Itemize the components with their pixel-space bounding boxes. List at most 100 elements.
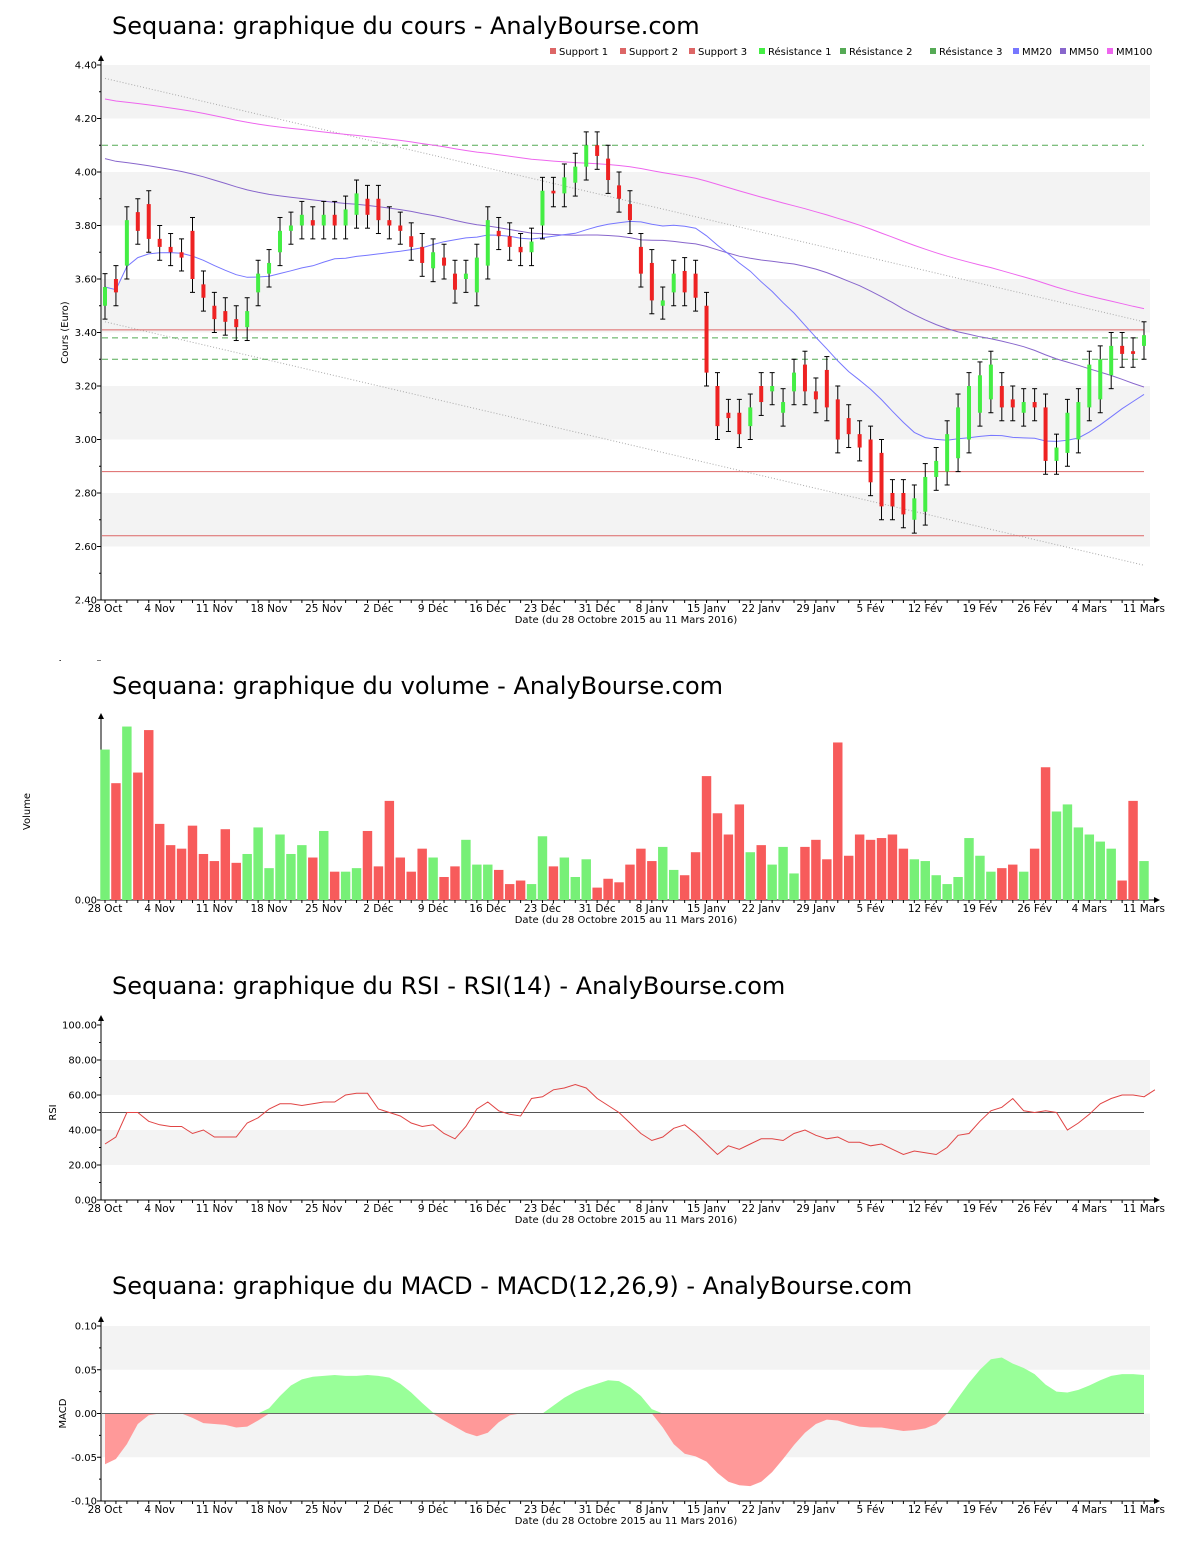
price-y-tick-label: 3.40 [75, 328, 97, 339]
macd-x-tick-label: 16 Déc [469, 1504, 506, 1516]
legend-swatch [1060, 48, 1066, 54]
volume-bar [942, 884, 952, 900]
volume-x-tick-label: 11 Nov [196, 903, 233, 915]
price-x-tick-label: 16 Déc [469, 603, 506, 615]
volume-bar [887, 834, 898, 900]
candle-body [507, 236, 512, 247]
volume-x-tick-label: 19 Fév [963, 903, 998, 915]
volume-bar [154, 823, 165, 900]
volume-bar [176, 848, 187, 900]
legend-label: Résistance 1 [768, 46, 831, 58]
rsi-x-axis-arrow [1154, 1197, 1160, 1203]
volume-bar [614, 882, 624, 900]
volume-x-tick-label: 22 Janv [742, 903, 781, 915]
volume-x-tick-label: 16 Déc [469, 903, 506, 915]
legend-swatch [620, 48, 626, 54]
candle-body [452, 273, 457, 290]
price-trend-channel-line [104, 321, 1145, 566]
candle-body [321, 214, 326, 226]
volume-bar [1106, 848, 1116, 900]
price-y-tick-label: 2.40 [75, 596, 97, 607]
candle-body [1131, 351, 1136, 354]
candle-body [288, 225, 293, 231]
volume-x-tick-label: 9 Déc [418, 903, 449, 915]
volume-bar [570, 876, 581, 900]
candle-body [671, 273, 676, 293]
price-grid-band [102, 279, 1150, 333]
volume-bar [767, 864, 777, 900]
price-x-tick-label: 18 Nov [250, 603, 287, 615]
legend-swatch [1013, 48, 1019, 54]
price-x-axis-arrow [1154, 597, 1160, 603]
legend-swatch [930, 48, 936, 54]
candle-body [168, 246, 173, 253]
macd-positive-area [105, 1357, 1144, 1414]
candle-body [431, 252, 436, 269]
candle-body [693, 273, 698, 298]
price-y-tick-label: 3.60 [75, 275, 97, 286]
price-x-tick-label: 12 Fév [908, 603, 943, 615]
candle-body [551, 190, 556, 194]
rsi-x-tick-label: 19 Fév [963, 1203, 998, 1215]
volume-bar [1073, 827, 1084, 900]
volume-bar [373, 866, 384, 900]
volume-bar [1128, 800, 1138, 900]
volume-bar [483, 864, 493, 900]
candle-body [660, 300, 665, 306]
volume-bar [931, 875, 941, 900]
price-trend-channel-line [104, 77, 1145, 323]
volume-bar [800, 846, 810, 900]
volume-bar [843, 855, 854, 900]
rsi-x-tick-label: 23 Déc [524, 1203, 561, 1215]
volume-bar [1029, 848, 1040, 900]
volume-y-tick-label: 400,000.00 [40, 660, 97, 663]
volume-bar [909, 859, 920, 900]
macd-x-tick-label: 15 Janv [687, 1504, 726, 1516]
candle-body [387, 220, 392, 226]
volume-bar [329, 871, 340, 900]
candle-body [485, 220, 490, 266]
rsi-x-tick-label: 26 Fév [1017, 1203, 1052, 1215]
volume-chart-title: Sequana: graphique du volume - AnalyBour… [112, 672, 724, 700]
ma50-line [104, 158, 1145, 388]
candle-body [223, 311, 228, 322]
volume-bar [986, 871, 996, 900]
volume-bar [340, 871, 351, 900]
volume-bar [789, 873, 799, 900]
volume-bar [592, 887, 602, 900]
volume-bar [778, 846, 788, 900]
volume-y-tick-label: 200,000.00 [40, 660, 97, 663]
candle-body [759, 386, 764, 403]
candle-body [463, 273, 468, 279]
legend-swatch [759, 48, 765, 54]
candle-body [474, 257, 479, 293]
volume-bar [220, 829, 231, 900]
volume-y-tick-label: 0.00 [75, 896, 97, 907]
candle-body [1120, 345, 1125, 354]
price-x-tick-label: 23 Déc [524, 603, 561, 615]
candle-body [420, 246, 425, 263]
volume-bar [100, 749, 110, 900]
volume-bar [439, 876, 449, 900]
candle-body [540, 190, 545, 226]
candle-body [256, 273, 261, 293]
volume-bar [997, 868, 1007, 900]
macd-y-tick-label: 0.10 [75, 1322, 97, 1333]
volume-x-tick-label: 15 Janv [687, 903, 726, 915]
volume-y-axis-arrow [98, 713, 104, 719]
rsi-x-tick-label: 22 Janv [742, 1203, 781, 1215]
volume-bar [647, 861, 657, 900]
volume-bar [822, 859, 832, 900]
candle-body [1098, 359, 1103, 400]
volume-x-tick-label: 4 Nov [144, 903, 175, 915]
volume-bar [242, 853, 252, 900]
volume-bar [122, 726, 132, 900]
candle-body [179, 252, 184, 258]
rsi-x-tick-label: 4 Nov [144, 1203, 175, 1215]
ma100-line [104, 98, 1145, 310]
macd-x-tick-label: 4 Mars [1072, 1504, 1107, 1516]
price-x-tick-label: 19 Fév [963, 603, 998, 615]
volume-bar [1018, 871, 1029, 900]
candle-body [1043, 407, 1048, 461]
candle-body [442, 257, 447, 266]
